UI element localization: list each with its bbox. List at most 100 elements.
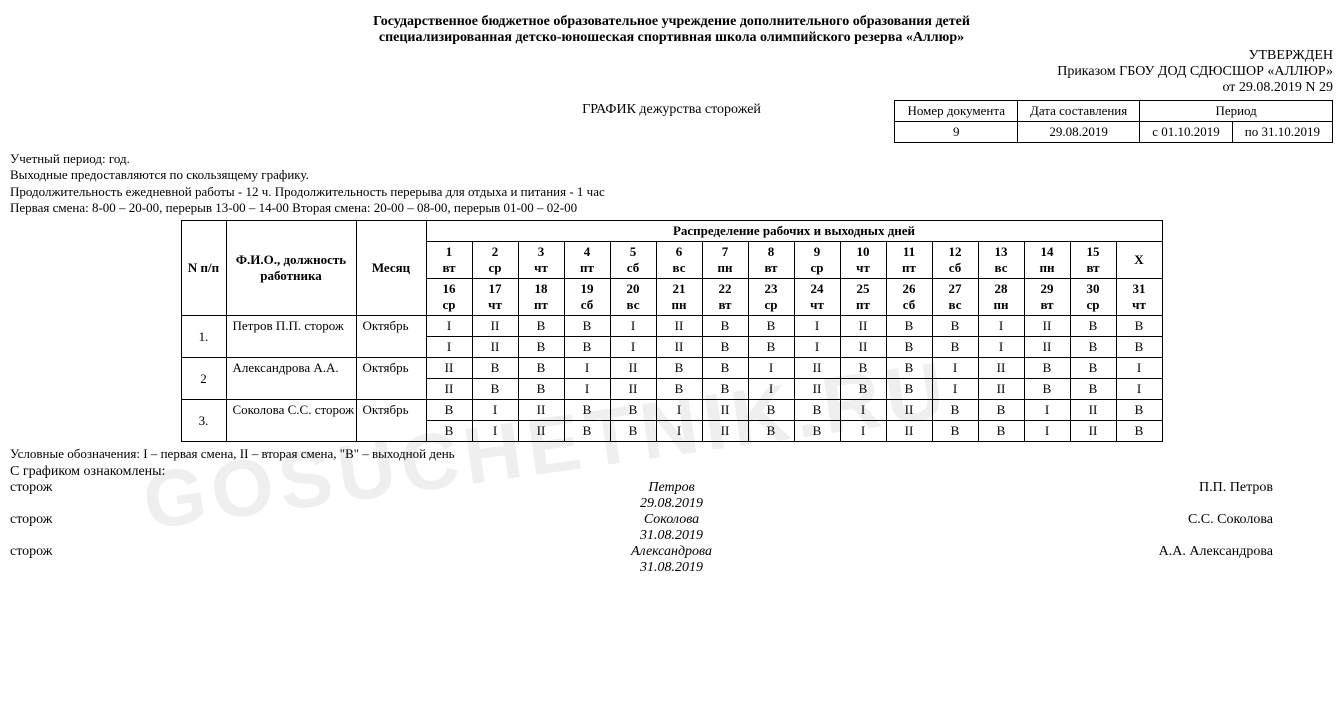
shift-cell: I bbox=[656, 400, 702, 421]
day-header: 13вс bbox=[978, 242, 1024, 279]
org-header-line2: специализированная детско-юношеская спор… bbox=[10, 30, 1333, 46]
shift-cell: I bbox=[610, 337, 656, 358]
shift-cell: В bbox=[748, 400, 794, 421]
shift-cell: В bbox=[886, 358, 932, 379]
day-header: 2ср bbox=[472, 242, 518, 279]
day-header: 18пт bbox=[518, 279, 564, 316]
day-header: 28пн bbox=[978, 279, 1024, 316]
shift-cell: II bbox=[610, 379, 656, 400]
day-header: 3чт bbox=[518, 242, 564, 279]
note-2: Выходные предоставляются по скользящему … bbox=[10, 167, 1333, 183]
shift-cell: I bbox=[564, 379, 610, 400]
shift-cell: I bbox=[840, 400, 886, 421]
shift-cell: В bbox=[702, 379, 748, 400]
sign-date: 29.08.2019 bbox=[310, 496, 1033, 512]
note-1: Учетный период: год. bbox=[10, 151, 1333, 167]
meta-h-docnum: Номер документа bbox=[895, 101, 1018, 122]
shift-cell: В bbox=[932, 316, 978, 337]
shift-cell: I bbox=[564, 358, 610, 379]
meta-h-date: Дата составления bbox=[1017, 101, 1139, 122]
sign-role: сторож bbox=[10, 512, 310, 528]
meta-date: 29.08.2019 bbox=[1017, 122, 1139, 143]
day-header: 25пт bbox=[840, 279, 886, 316]
shift-cell: I bbox=[1024, 400, 1070, 421]
shift-cell: II bbox=[794, 379, 840, 400]
shift-cell: I bbox=[1024, 421, 1070, 442]
shift-cell: II bbox=[1070, 400, 1116, 421]
meta-table: Номер документа Дата составления Период … bbox=[894, 100, 1333, 143]
shift-cell: II bbox=[656, 316, 702, 337]
shift-cell: В bbox=[748, 316, 794, 337]
day-header: 22вт bbox=[702, 279, 748, 316]
emp-seq: 1. bbox=[181, 316, 226, 358]
col-fio: Ф.И.О., должность работника bbox=[226, 221, 356, 316]
shift-cell: II bbox=[702, 400, 748, 421]
emp-name: Александрова А.А. bbox=[226, 358, 356, 400]
shift-cell: I bbox=[472, 421, 518, 442]
sign-date: 31.08.2019 bbox=[310, 528, 1033, 544]
shift-cell: В bbox=[518, 379, 564, 400]
shift-cell: В bbox=[702, 316, 748, 337]
shift-cell: В bbox=[518, 358, 564, 379]
col-seq: N п/п bbox=[181, 221, 226, 316]
shift-cell: II bbox=[426, 358, 472, 379]
shift-cell: I bbox=[932, 379, 978, 400]
shift-cell: В bbox=[1024, 379, 1070, 400]
day-header: 10чт bbox=[840, 242, 886, 279]
shift-cell: В bbox=[656, 379, 702, 400]
legend: Условные обозначения: I – первая смена, … bbox=[10, 446, 1333, 462]
shift-cell: II bbox=[978, 358, 1024, 379]
shift-cell: В bbox=[978, 400, 1024, 421]
shift-cell: I bbox=[978, 316, 1024, 337]
shift-cell: II bbox=[656, 337, 702, 358]
shift-cell: II bbox=[840, 316, 886, 337]
org-header-line1: Государственное бюджетное образовательно… bbox=[10, 14, 1333, 30]
shift-cell: II bbox=[426, 379, 472, 400]
sign-surname: Петров bbox=[310, 480, 1033, 496]
day-header: 21пн bbox=[656, 279, 702, 316]
shift-cell: I bbox=[794, 316, 840, 337]
meta-h-period: Период bbox=[1140, 101, 1333, 122]
col-month: Месяц bbox=[356, 221, 426, 316]
shift-cell: В bbox=[472, 379, 518, 400]
shift-cell: В bbox=[564, 337, 610, 358]
approval-line3: от 29.08.2019 N 29 bbox=[10, 80, 1333, 96]
shift-cell: I bbox=[656, 421, 702, 442]
day-header: 7пн bbox=[702, 242, 748, 279]
shift-cell: II bbox=[518, 421, 564, 442]
shift-cell: I bbox=[748, 358, 794, 379]
approval-line2: Приказом ГБОУ ДОД СДЮСШОР «АЛЛЮР» bbox=[10, 64, 1333, 80]
shift-cell: В bbox=[426, 421, 472, 442]
shift-cell: В bbox=[702, 337, 748, 358]
shift-cell: II bbox=[610, 358, 656, 379]
shift-cell: В bbox=[656, 358, 702, 379]
shift-cell: В bbox=[610, 400, 656, 421]
day-header: 6вс bbox=[656, 242, 702, 279]
day-header: 30ср bbox=[1070, 279, 1116, 316]
shift-cell: II bbox=[1024, 337, 1070, 358]
day-header: 17чт bbox=[472, 279, 518, 316]
shift-cell: I bbox=[978, 337, 1024, 358]
shift-cell: В bbox=[794, 421, 840, 442]
shift-cell: I bbox=[426, 316, 472, 337]
sign-fullname: А.А. Александрова bbox=[1033, 544, 1333, 560]
emp-seq: 2 bbox=[181, 358, 226, 400]
day-header: 20вс bbox=[610, 279, 656, 316]
sign-fullname: С.С. Соколова bbox=[1033, 512, 1333, 528]
shift-cell: В bbox=[1070, 379, 1116, 400]
emp-month: Октябрь bbox=[356, 400, 426, 442]
shift-cell: В bbox=[932, 421, 978, 442]
shift-cell: II bbox=[794, 358, 840, 379]
sign-role: сторож bbox=[10, 480, 310, 496]
shift-cell: I bbox=[472, 400, 518, 421]
day-header: 26сб bbox=[886, 279, 932, 316]
shift-cell: В bbox=[748, 337, 794, 358]
shift-cell: В bbox=[1116, 316, 1162, 337]
approval-line1: УТВЕРЖДЕН bbox=[10, 48, 1333, 64]
schedule-table: N п/п Ф.И.О., должность работника Месяц … bbox=[181, 220, 1163, 442]
shift-cell: В bbox=[1116, 421, 1162, 442]
shift-cell: I bbox=[794, 337, 840, 358]
shift-cell: В bbox=[840, 379, 886, 400]
shift-cell: В bbox=[932, 400, 978, 421]
shift-cell: В bbox=[978, 421, 1024, 442]
